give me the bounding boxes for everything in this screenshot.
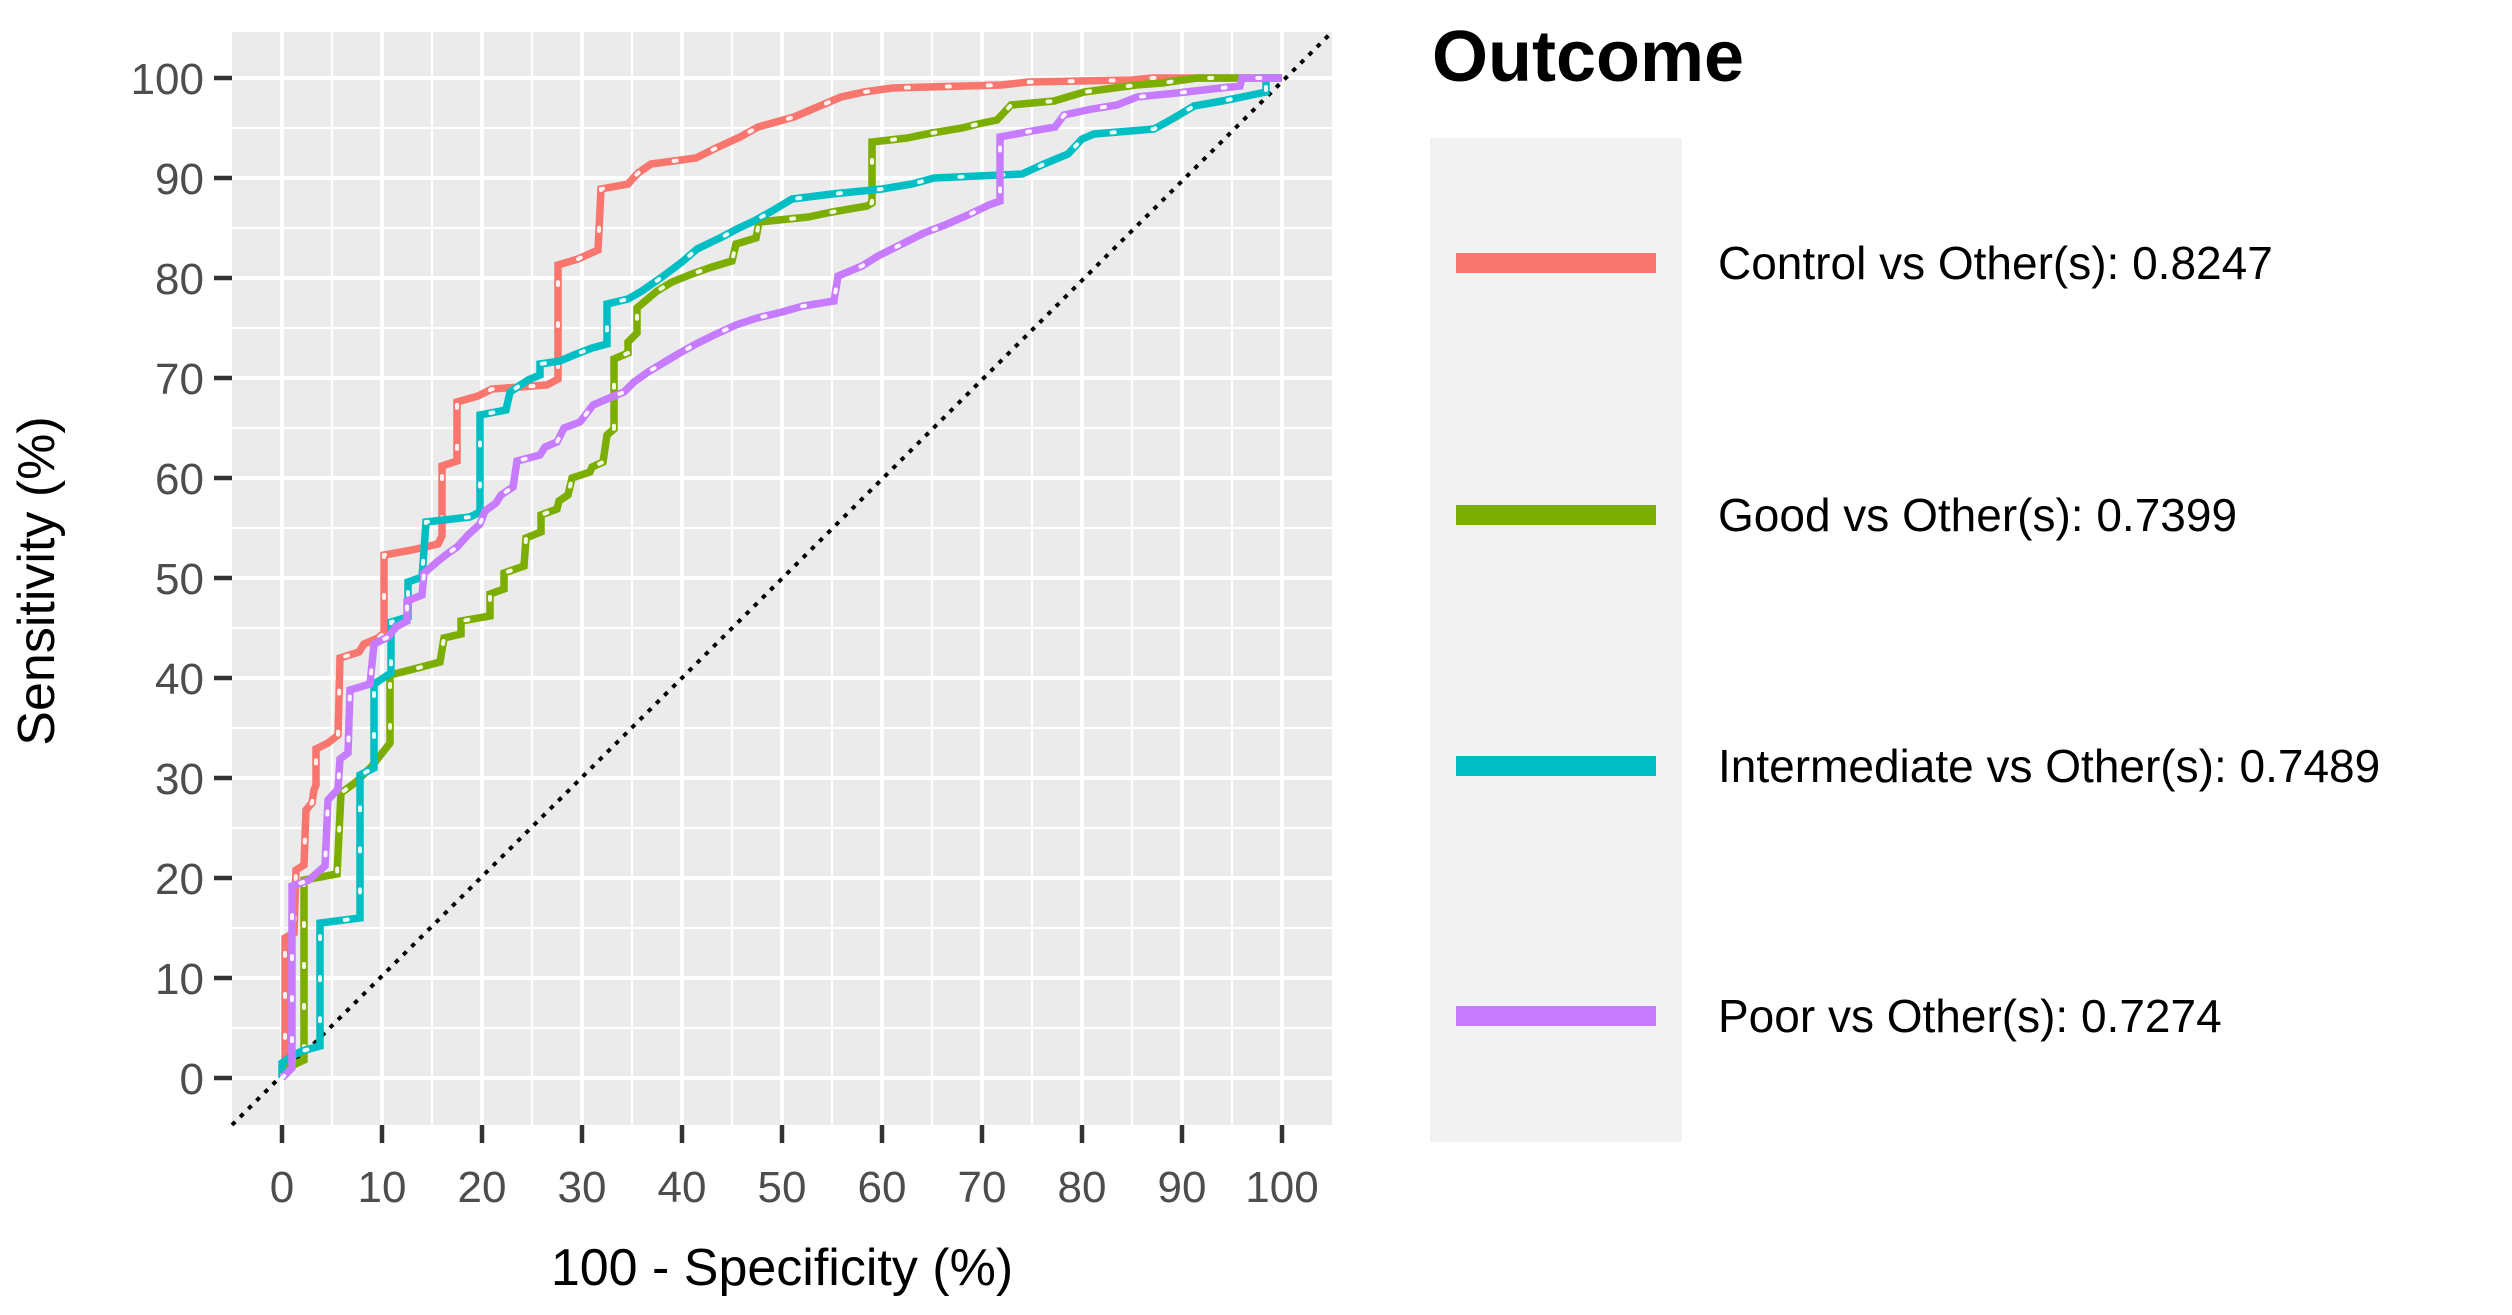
x-tick-label: 0 <box>270 1163 294 1212</box>
x-tick-label: 70 <box>958 1163 1007 1212</box>
legend-label-poor: Poor vs Other(s): 0.7274 <box>1718 990 2222 1042</box>
y-tick-label: 40 <box>155 655 204 704</box>
y-axis-title: Sensitivity (%) <box>8 416 66 746</box>
diagonal-reference-line <box>230 30 1334 1127</box>
y-tick-label: 70 <box>155 355 204 404</box>
x-tick-label: 100 <box>1245 1163 1318 1212</box>
legend-key-poor <box>1456 1006 1656 1026</box>
legend-key-good <box>1456 505 1656 525</box>
x-axis-title: 100 - Specificity (%) <box>550 1239 1014 1297</box>
x-tick-label: 90 <box>1158 1163 1207 1212</box>
y-tick-label: 30 <box>155 755 204 804</box>
x-tick-label: 20 <box>458 1163 507 1212</box>
roc-curve-control <box>278 74 1282 1080</box>
x-tick-label: 10 <box>358 1163 407 1212</box>
x-tick-label: 50 <box>758 1163 807 1212</box>
y-tick-label: 80 <box>155 255 204 304</box>
y-tick-label: 0 <box>180 1055 204 1104</box>
y-tick-label: 50 <box>155 555 204 604</box>
y-tick-label: 90 <box>155 155 204 204</box>
legend-key-intermediate <box>1456 756 1656 776</box>
legend-key-strip <box>1430 138 1682 1142</box>
x-tick-label: 40 <box>658 1163 707 1212</box>
x-tick-label: 30 <box>558 1163 607 1212</box>
y-tick-labels: 0 10 20 30 40 50 60 70 80 90 100 <box>131 55 204 1104</box>
roc-curve-points-poor <box>280 76 1284 1080</box>
roc-curve-points-good <box>280 76 1284 1080</box>
roc-plot-area: 0 10 20 30 40 50 60 70 80 90 100 0 10 20 30 40 50 60 70 80 9… <box>131 30 1334 1212</box>
legend-title: Outcome <box>1432 17 1745 97</box>
legend-label-control: Control vs Other(s): 0.8247 <box>1718 237 2273 289</box>
y-tick-label: 60 <box>155 455 204 504</box>
legend-key-control <box>1456 253 1656 273</box>
legend-label-good: Good vs Other(s): 0.7399 <box>1718 489 2238 541</box>
axis-ticks <box>214 75 1285 1143</box>
y-tick-label: 20 <box>155 855 204 904</box>
y-tick-label: 100 <box>131 55 204 104</box>
x-tick-label: 80 <box>1058 1163 1107 1212</box>
y-tick-label: 10 <box>155 955 204 1004</box>
x-tick-label: 60 <box>858 1163 907 1212</box>
roc-curve-intermediate <box>278 74 1282 1078</box>
x-tick-labels: 0 10 20 30 40 50 60 70 80 90 100 <box>270 1163 1319 1212</box>
legend-label-intermediate: Intermediate vs Other(s): 0.7489 <box>1718 740 2381 792</box>
